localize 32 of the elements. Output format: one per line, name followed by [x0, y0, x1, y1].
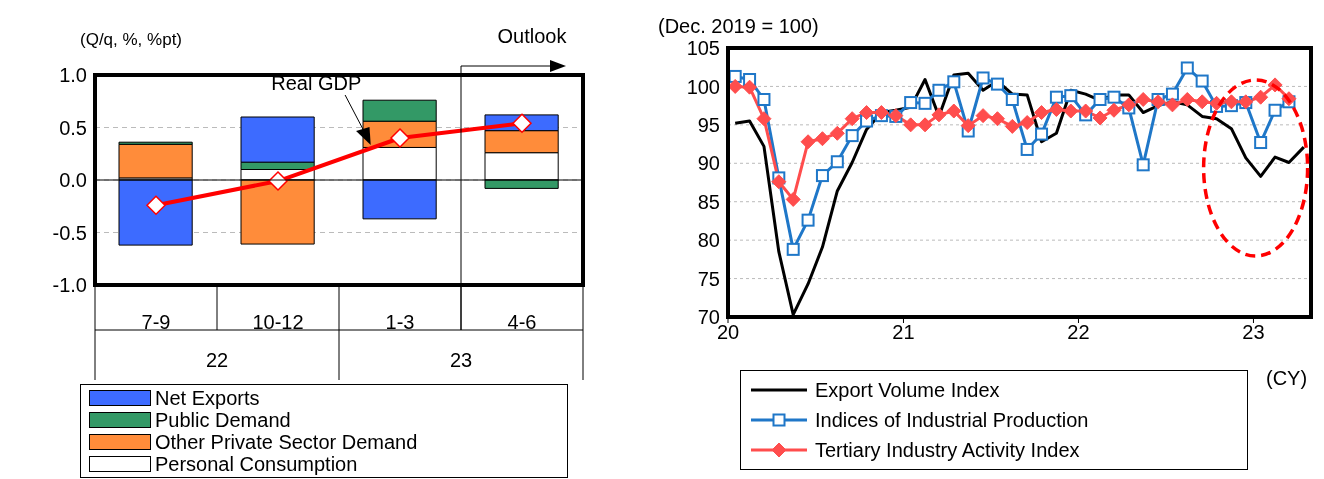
y-tick-label: 75	[697, 267, 720, 290]
legend-label: Tertiary Industry Activity Index	[815, 438, 1080, 463]
y-tick-label: 0.0	[59, 169, 87, 192]
y-tick-label: 85	[697, 190, 720, 213]
y-axis-title: (Dec. 2019 = 100)	[658, 15, 819, 37]
y-axis-title: (Q/q, %, %pt)	[80, 30, 183, 49]
legend-label: Personal Consumption	[155, 453, 358, 475]
legend-label: Export Volume Index	[815, 378, 1000, 403]
y-tick-label: 0.5	[59, 116, 87, 139]
x-tick-label: 1-3	[385, 311, 415, 334]
y-tick-label: 100	[686, 75, 720, 98]
x-tick-label: 7-9	[141, 311, 171, 334]
y-tick-label: 95	[697, 113, 720, 136]
legend-label: Net Exports	[155, 387, 260, 409]
y-tick-label: 1.0	[59, 64, 87, 87]
text: 22	[205, 349, 229, 371]
text: 23	[449, 349, 473, 371]
legend-label: Other Private Sector Demand	[155, 431, 418, 453]
x-tick-label: 21	[892, 321, 915, 344]
y-tick-label: -0.5	[52, 221, 87, 244]
y-tick-label: -1.0	[52, 274, 87, 297]
x-tick-label: 22	[1067, 321, 1090, 344]
y-tick-label: 90	[697, 152, 720, 175]
x-axis-title: (CY)	[1266, 367, 1308, 390]
x-tick-label: 10-12	[252, 311, 304, 334]
legend-label: Public Demand	[155, 409, 291, 431]
y-tick-label: 105	[686, 37, 720, 60]
text: Outlook	[497, 25, 568, 47]
x-tick-label: 4-6	[507, 311, 537, 334]
x-tick-label: 23	[1242, 321, 1265, 344]
y-tick-label: 80	[697, 229, 720, 252]
legend-label: Indices of Industrial Production	[815, 408, 1089, 433]
